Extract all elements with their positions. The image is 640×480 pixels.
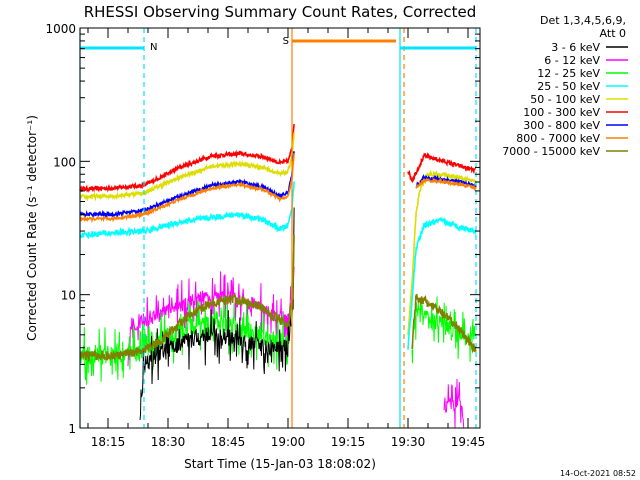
x-axis: 18:15 18:30 18:45 19:00 19:15 19:30 19:45: [87, 28, 486, 449]
series-line: [79, 181, 295, 240]
series-line: [407, 216, 477, 350]
legend-label: 25 - 50 keV: [537, 80, 600, 93]
y-axis: 1 10 100 1000: [45, 22, 480, 436]
series-line: [79, 124, 295, 193]
legend-label: 3 - 6 keV: [551, 41, 600, 54]
x-tick-label: 19:30: [391, 435, 426, 449]
series-line: [411, 296, 477, 364]
series-line: [407, 169, 477, 336]
y-tick-label: 1000: [45, 22, 76, 36]
plot-frame: [79, 27, 481, 429]
y-axis-label: Corrected Count Rate (s⁻¹ detector⁻¹): [25, 115, 39, 341]
legend-label: 6 - 12 keV: [544, 54, 600, 67]
annotation-layer: NS: [79, 28, 477, 428]
x-tick-label: 18:45: [211, 435, 246, 449]
series-12-25keV: [79, 238, 477, 385]
legend-label: 300 - 800 keV: [523, 119, 600, 132]
series-line: [443, 378, 465, 429]
generated-timestamp: 14-Oct-2021 08:52: [560, 469, 636, 478]
night-label: N: [150, 42, 157, 53]
series-line: [79, 151, 295, 219]
legend-label: 800 - 7000 keV: [516, 132, 600, 145]
legend-label: 100 - 300 keV: [523, 106, 600, 119]
series-line: [411, 293, 477, 354]
legend-label: 50 - 100 keV: [530, 93, 600, 106]
series-line: [407, 151, 476, 184]
x-axis-label: Start Time (15-Jan-03 18:08:02): [184, 457, 376, 471]
x-tick-label: 18:15: [91, 435, 126, 449]
x-tick-label: 18:30: [151, 435, 186, 449]
y-tick-label: 100: [53, 155, 76, 169]
series-7000-15000keV: [79, 235, 477, 363]
saa-label: S: [283, 36, 289, 47]
x-tick-label: 19:45: [451, 435, 486, 449]
legend-header-line-2: Att 0: [600, 27, 626, 40]
series-line: [415, 177, 477, 192]
series-line: [79, 235, 295, 363]
series-line: [79, 132, 295, 202]
legend-label: 7000 - 15000 keV: [502, 145, 600, 158]
series-3-6keV: [139, 207, 295, 421]
x-tick-label: 19:00: [271, 435, 306, 449]
x-tick-label: 19:15: [331, 435, 366, 449]
series-25-50keV: [79, 181, 477, 350]
y-tick-label: 10: [61, 289, 76, 303]
y-tick-label: 1: [68, 422, 76, 436]
series-800-7000keV: [79, 153, 477, 224]
series-line: [79, 153, 295, 224]
legend-label: 12 - 25 keV: [537, 67, 600, 80]
series-line: [139, 207, 295, 421]
series-100-300keV: [79, 124, 476, 193]
legend-header-line-1: Det 1,3,4,5,6,9,: [540, 14, 626, 27]
chart-title: RHESSI Observing Summary Count Rates, Co…: [84, 3, 477, 21]
series-50-100keV: [79, 132, 477, 336]
data-layer: [79, 124, 477, 429]
